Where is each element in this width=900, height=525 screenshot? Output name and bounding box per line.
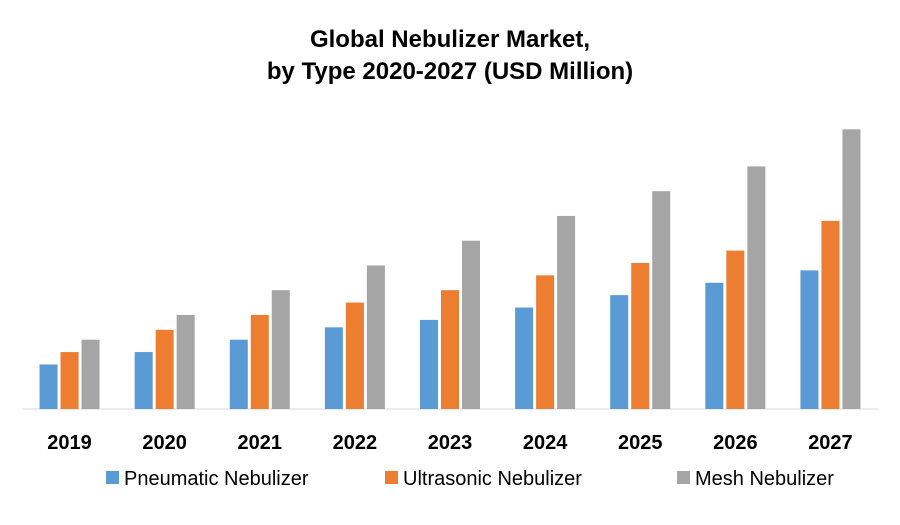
bar-pneumatic-nebulizer-2020 xyxy=(134,352,153,409)
bar-ultrasonic-nebulizer-2024 xyxy=(536,275,555,409)
bar-ultrasonic-nebulizer-2025 xyxy=(631,262,650,409)
x-tick-label-2020: 2020 xyxy=(142,432,187,454)
x-tick-label-2021: 2021 xyxy=(238,432,283,454)
bar-ultrasonic-nebulizer-2023 xyxy=(441,290,459,409)
bar-ultrasonic-nebulizer-2027 xyxy=(821,220,840,409)
legend-label-mesh-nebulizer: Mesh Nebulizer xyxy=(695,468,834,490)
x-tick-label-2023: 2023 xyxy=(428,432,473,454)
bar-mesh-nebulizer-2019 xyxy=(81,339,100,409)
x-tick-label-2024: 2024 xyxy=(523,432,568,454)
bar-ultrasonic-nebulizer-2021 xyxy=(250,314,269,409)
bar-ultrasonic-nebulizer-2026 xyxy=(726,250,745,409)
bar-pneumatic-nebulizer-2026 xyxy=(705,282,724,409)
legend-label-ultrasonic-nebulizer: Ultrasonic Nebulizer xyxy=(403,468,582,490)
bar-pneumatic-nebulizer-2024 xyxy=(515,307,534,409)
legend-swatch-mesh-nebulizer xyxy=(677,471,690,484)
bar-ultrasonic-nebulizer-2022 xyxy=(345,302,364,409)
bar-mesh-nebulizer-2025 xyxy=(652,191,671,409)
x-tick-label-2027: 2027 xyxy=(808,432,853,454)
bar-mesh-nebulizer-2023 xyxy=(462,240,480,409)
bar-mesh-nebulizer-2020 xyxy=(176,314,195,409)
bar-pneumatic-nebulizer-2025 xyxy=(610,295,629,409)
x-tick-label-2019: 2019 xyxy=(47,432,92,454)
bar-mesh-nebulizer-2021 xyxy=(271,290,290,409)
bar-ultrasonic-nebulizer-2020 xyxy=(155,329,174,409)
chart-title: Global Nebulizer Market, xyxy=(309,26,591,53)
bar-ultrasonic-nebulizer-2019 xyxy=(60,352,79,409)
bar-mesh-nebulizer-2022 xyxy=(366,265,385,409)
x-tick-label-2022: 2022 xyxy=(333,432,378,454)
bar-mesh-nebulizer-2024 xyxy=(557,215,576,409)
bar-pneumatic-nebulizer-2019 xyxy=(39,364,58,409)
x-tick-label-2026: 2026 xyxy=(713,432,758,454)
bar-mesh-nebulizer-2027 xyxy=(842,129,861,409)
bar-pneumatic-nebulizer-2021 xyxy=(229,339,248,409)
legend-swatch-ultrasonic-nebulizer xyxy=(385,471,398,484)
x-tick-label-2025: 2025 xyxy=(618,432,663,454)
bar-pneumatic-nebulizer-2027 xyxy=(800,270,819,409)
chart-subtitle: by Type 2020-2027 (USD Million) xyxy=(266,58,634,85)
legend-swatch-pneumatic-nebulizer xyxy=(106,471,119,484)
bar-mesh-nebulizer-2026 xyxy=(747,166,766,409)
bar-pneumatic-nebulizer-2023 xyxy=(420,319,438,409)
chart-title-block: Global Nebulizer Market, by Type 2020-20… xyxy=(0,24,900,88)
bar-pneumatic-nebulizer-2022 xyxy=(324,327,343,409)
legend-label-pneumatic-nebulizer: Pneumatic Nebulizer xyxy=(124,468,309,490)
